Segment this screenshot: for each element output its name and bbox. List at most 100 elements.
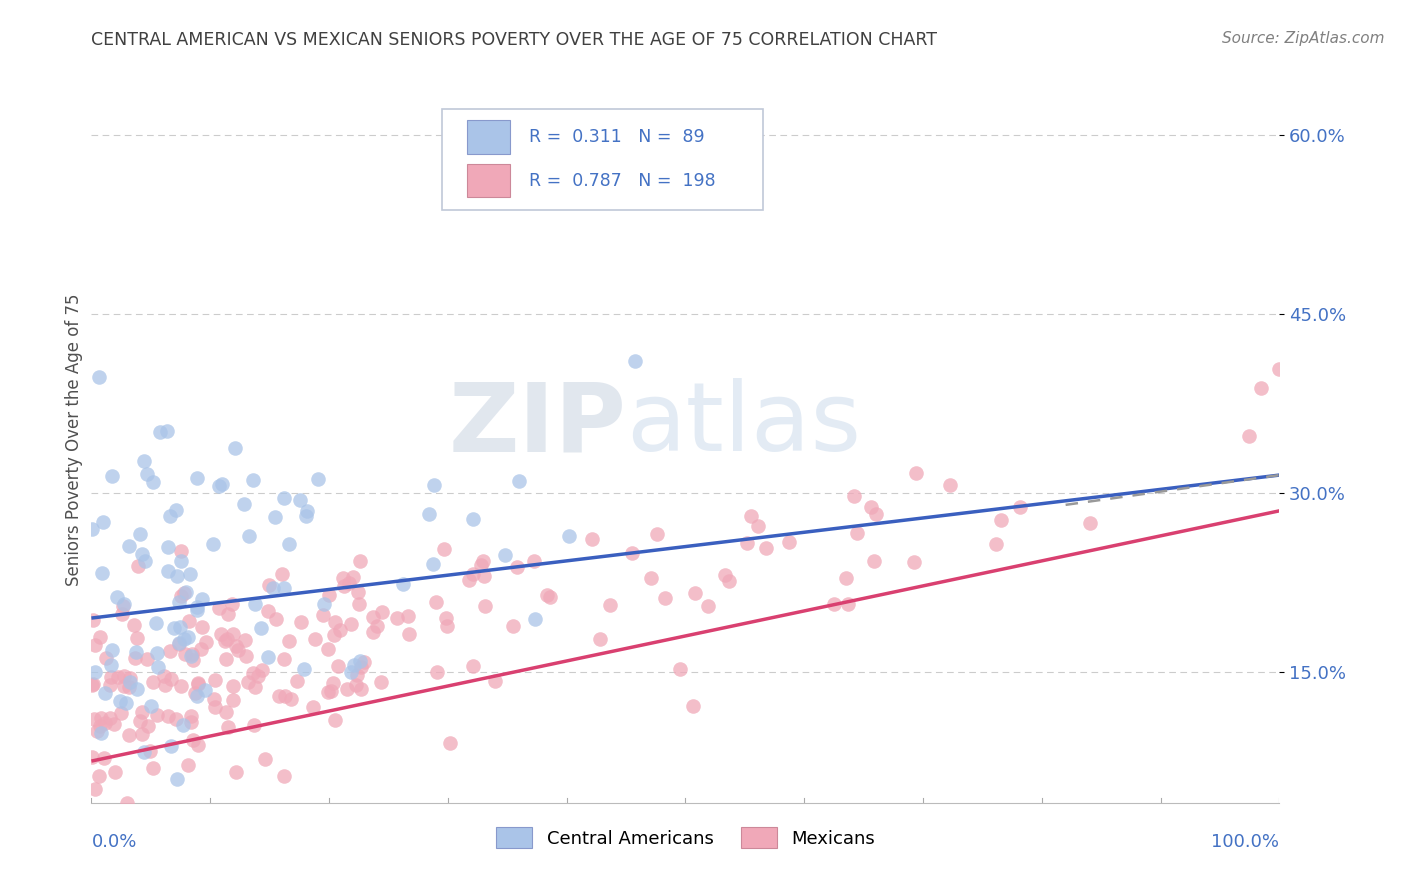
Mexicans bbox=[865, 507, 887, 521]
Mexicans bbox=[155, 678, 177, 692]
Central Americans bbox=[89, 370, 111, 384]
Text: 0.0%: 0.0% bbox=[91, 832, 136, 851]
Mexicans bbox=[257, 604, 280, 618]
Mexicans bbox=[136, 652, 159, 666]
Central Americans bbox=[423, 477, 446, 491]
FancyBboxPatch shape bbox=[467, 164, 509, 197]
Mexicans bbox=[432, 542, 454, 557]
Central Americans bbox=[180, 648, 202, 663]
Mexicans bbox=[222, 692, 245, 706]
Central Americans bbox=[149, 425, 172, 440]
Central Americans bbox=[145, 615, 167, 630]
Central Americans bbox=[125, 645, 148, 659]
Mexicans bbox=[124, 650, 146, 665]
Mexicans bbox=[589, 632, 612, 647]
Mexicans bbox=[458, 573, 481, 587]
Mexicans bbox=[717, 574, 740, 589]
Central Americans bbox=[243, 597, 266, 611]
Mexicans bbox=[221, 597, 243, 611]
Mexicans bbox=[370, 674, 392, 689]
Mexicans bbox=[860, 500, 883, 515]
Central Americans bbox=[142, 475, 165, 490]
Mexicans bbox=[640, 571, 662, 585]
Mexicans bbox=[696, 599, 718, 614]
Mexicans bbox=[246, 668, 269, 682]
Central Americans bbox=[170, 553, 193, 567]
Mexicans bbox=[145, 708, 167, 723]
Mexicans bbox=[682, 698, 704, 713]
Mexicans bbox=[361, 610, 384, 624]
Mexicans bbox=[115, 796, 138, 810]
Mexicans bbox=[1078, 516, 1101, 530]
Mexicans bbox=[323, 615, 346, 629]
Text: R =  0.311   N =  89: R = 0.311 N = 89 bbox=[529, 128, 704, 146]
Mexicans bbox=[170, 590, 193, 604]
Central Americans bbox=[156, 564, 179, 578]
Mexicans bbox=[177, 758, 200, 772]
Central Americans bbox=[166, 568, 188, 582]
Mexicans bbox=[82, 677, 104, 691]
Mexicans bbox=[316, 642, 339, 657]
Central Americans bbox=[114, 696, 136, 710]
Mexicans bbox=[187, 738, 209, 752]
Mexicans bbox=[257, 577, 280, 591]
Mexicans bbox=[862, 554, 884, 568]
Central Americans bbox=[128, 527, 150, 541]
Central Americans bbox=[524, 612, 547, 626]
Mexicans bbox=[86, 723, 108, 738]
Mexicans bbox=[714, 567, 737, 582]
Text: R =  0.787   N =  198: R = 0.787 N = 198 bbox=[529, 171, 716, 189]
Central Americans bbox=[179, 567, 201, 582]
Mexicans bbox=[336, 682, 359, 697]
Mexicans bbox=[112, 669, 135, 683]
Central Americans bbox=[146, 660, 169, 674]
Mexicans bbox=[474, 568, 496, 582]
Mexicans bbox=[333, 578, 356, 592]
Mexicans bbox=[823, 598, 845, 612]
Central Americans bbox=[141, 698, 163, 713]
Mexicans bbox=[436, 619, 458, 633]
Mexicans bbox=[141, 675, 163, 690]
Mexicans bbox=[118, 728, 141, 742]
Mexicans bbox=[538, 590, 561, 604]
Mexicans bbox=[385, 611, 408, 625]
Central Americans bbox=[91, 515, 114, 529]
Mexicans bbox=[181, 733, 204, 747]
Mexicans bbox=[342, 570, 364, 584]
Mexicans bbox=[536, 588, 558, 602]
Mexicans bbox=[139, 744, 162, 758]
Mexicans bbox=[136, 719, 159, 733]
Mexicans bbox=[111, 607, 134, 621]
Mexicans bbox=[107, 670, 129, 684]
Mexicans bbox=[353, 655, 375, 669]
Central Americans bbox=[273, 581, 295, 595]
Central Americans bbox=[312, 597, 335, 611]
Central Americans bbox=[292, 662, 315, 676]
Mexicans bbox=[737, 536, 759, 550]
Mexicans bbox=[83, 638, 105, 652]
Central Americans bbox=[156, 424, 179, 438]
Mexicans bbox=[340, 616, 363, 631]
Central Americans bbox=[176, 630, 198, 644]
Central Americans bbox=[94, 686, 117, 700]
Central Americans bbox=[166, 772, 188, 786]
Mexicans bbox=[755, 541, 778, 555]
Mexicans bbox=[191, 620, 214, 634]
Central Americans bbox=[108, 693, 131, 707]
Mexicans bbox=[346, 668, 368, 682]
Mexicans bbox=[152, 669, 174, 683]
Mexicans bbox=[181, 653, 204, 667]
Mexicans bbox=[669, 662, 692, 676]
Central Americans bbox=[159, 509, 181, 524]
Mexicans bbox=[98, 678, 121, 692]
Mexicans bbox=[285, 674, 308, 689]
Mexicans bbox=[426, 665, 449, 680]
Mexicans bbox=[846, 526, 869, 541]
Mexicans bbox=[235, 649, 257, 664]
Central Americans bbox=[163, 621, 186, 635]
Mexicans bbox=[90, 710, 112, 724]
FancyBboxPatch shape bbox=[467, 120, 509, 153]
Mexicans bbox=[118, 680, 141, 694]
Mexicans bbox=[274, 689, 297, 703]
Mexicans bbox=[181, 647, 204, 661]
